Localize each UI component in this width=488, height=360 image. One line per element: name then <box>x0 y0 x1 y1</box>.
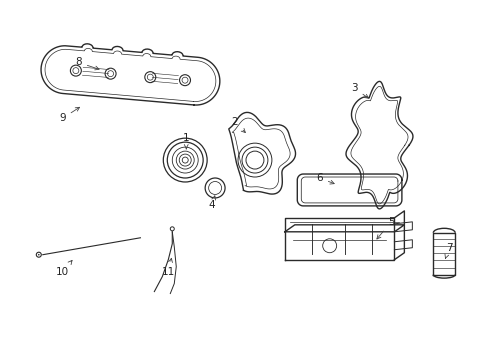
Text: 5: 5 <box>376 217 394 239</box>
Text: 8: 8 <box>75 58 99 70</box>
Text: 1: 1 <box>183 133 189 149</box>
Text: 11: 11 <box>162 258 175 276</box>
Text: 3: 3 <box>350 84 368 98</box>
Text: 4: 4 <box>208 196 215 210</box>
Text: 9: 9 <box>59 107 80 123</box>
Text: 6: 6 <box>316 173 333 184</box>
Text: 10: 10 <box>56 260 72 276</box>
Text: 7: 7 <box>444 243 451 258</box>
Text: 2: 2 <box>231 117 245 132</box>
Circle shape <box>38 254 40 256</box>
